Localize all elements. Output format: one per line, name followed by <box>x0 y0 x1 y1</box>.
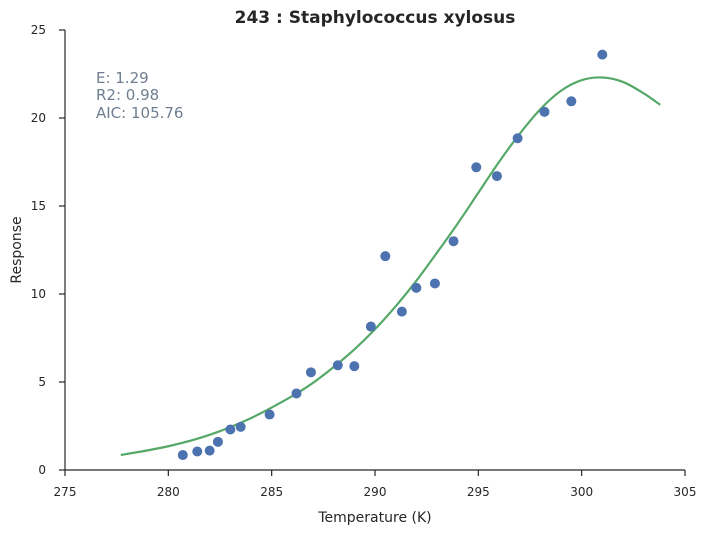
data-point <box>349 361 360 372</box>
data-point <box>491 171 502 182</box>
data-point <box>566 96 577 107</box>
y-tick-label: 20 <box>31 111 46 125</box>
data-point <box>512 133 523 144</box>
y-axis-label: Response <box>9 216 25 283</box>
x-ticks: 275 280 285 290 295 300 305 <box>54 470 697 499</box>
data-point <box>192 446 203 457</box>
x-axis-label: Temperature (K) <box>317 510 431 526</box>
x-tick-label: 300 <box>570 485 593 499</box>
y-tick-label: 0 <box>38 463 46 477</box>
data-point <box>365 321 376 332</box>
data-point <box>264 409 275 420</box>
data-point <box>204 445 215 456</box>
x-tick-label: 285 <box>260 485 283 499</box>
chart-title: 243 : Staphylococcus xylosus <box>235 8 516 28</box>
data-point <box>380 251 391 262</box>
fit-curve <box>120 76 661 457</box>
annotation-aic: AIC: 105.76 <box>96 104 183 122</box>
x-tick-label: 290 <box>364 485 387 499</box>
data-point <box>235 421 246 432</box>
data-point <box>396 306 407 317</box>
data-point <box>448 236 459 247</box>
x-tick-label: 280 <box>157 485 180 499</box>
data-point <box>429 278 440 289</box>
y-ticks: 0 5 10 15 20 25 <box>31 23 65 477</box>
y-tick-label: 5 <box>38 375 46 389</box>
stats-annotation: E: 1.29 R2: 0.98 AIC: 105.76 <box>96 69 183 122</box>
data-point <box>332 360 343 371</box>
x-tick-label: 305 <box>674 485 697 499</box>
data-point <box>411 282 422 293</box>
data-point <box>539 106 550 117</box>
y-tick-label: 10 <box>31 287 46 301</box>
y-tick-label: 15 <box>31 199 46 213</box>
annotation-e: E: 1.29 <box>96 69 149 87</box>
data-point <box>291 388 302 399</box>
y-tick-label: 25 <box>31 23 46 37</box>
x-tick-label: 295 <box>467 485 490 499</box>
plot-area <box>120 49 661 461</box>
x-tick-label: 275 <box>54 485 77 499</box>
data-point <box>305 367 316 378</box>
data-point <box>177 450 188 461</box>
data-point <box>471 162 482 173</box>
data-point <box>597 49 608 60</box>
data-point <box>225 424 236 435</box>
data-point <box>212 436 223 447</box>
annotation-r2: R2: 0.98 <box>96 86 159 104</box>
